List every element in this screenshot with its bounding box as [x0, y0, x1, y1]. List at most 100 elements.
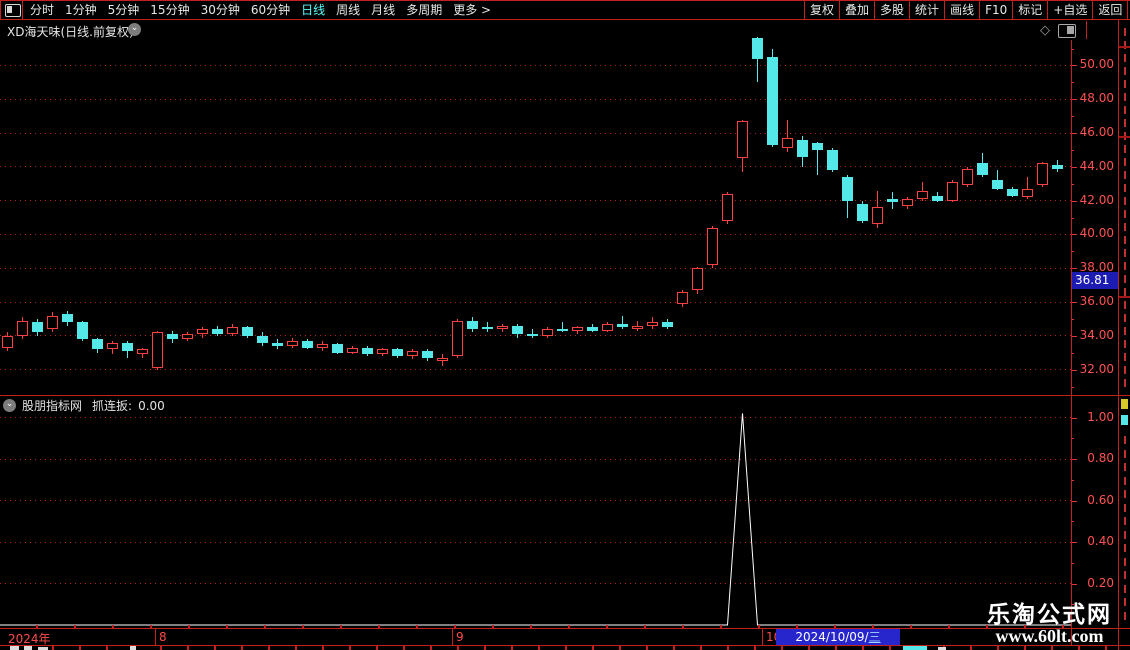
- candle-body: [182, 334, 193, 340]
- side-panel-icon[interactable]: [1058, 24, 1076, 38]
- candle-wick: [817, 141, 818, 176]
- timeline-tick-strip: [0, 625, 1071, 628]
- candle-body: [317, 344, 328, 348]
- indicator-spike-line: [0, 413, 1071, 626]
- action-button-标记[interactable]: 标记: [1012, 1, 1047, 19]
- right-strip-cyan-glyph: [1121, 415, 1128, 425]
- period-tab-30分钟[interactable]: 30分钟: [200, 3, 240, 17]
- right-strip-glyph: [1124, 584, 1126, 593]
- period-tab-5分钟[interactable]: 5分钟: [107, 3, 140, 17]
- price-label-38.00: 38.00: [1079, 260, 1114, 275]
- candle-body: [1037, 163, 1048, 186]
- action-button-F10[interactable]: F10: [979, 1, 1012, 19]
- candle-body: [377, 349, 388, 355]
- candle-body: [47, 315, 58, 330]
- period-tab-周线[interactable]: 周线: [336, 3, 361, 17]
- candle-body: [242, 327, 253, 336]
- ind-tick-major: [1071, 542, 1077, 543]
- candle-body: [452, 320, 463, 357]
- action-button-叠加[interactable]: 叠加: [839, 1, 874, 19]
- candle-body: [212, 329, 223, 335]
- candle-wick: [562, 322, 563, 333]
- price-label-48.00: 48.00: [1079, 91, 1114, 106]
- gridline-38: [0, 268, 1071, 269]
- candle-body: [737, 121, 748, 159]
- right-strip-glyph: [1124, 145, 1126, 153]
- right-strip-glyph: [1124, 28, 1126, 36]
- candle-body: [752, 38, 763, 59]
- candle-wick: [1027, 176, 1028, 199]
- period-tab-60分钟[interactable]: 60分钟: [250, 3, 291, 17]
- layout-icon-wrap[interactable]: [0, 1, 23, 19]
- indicator-header: ⌄ 股朋指标网 抓连扳: 0.00: [3, 398, 165, 413]
- gridline-40: [0, 234, 1071, 235]
- candle-body: [167, 334, 178, 340]
- timeline-top-line: [0, 628, 1130, 629]
- gridline-44: [0, 166, 1071, 167]
- action-button-复权[interactable]: 复权: [804, 1, 839, 19]
- candle-body: [917, 190, 928, 199]
- candle-body: [422, 351, 433, 358]
- period-tab-多周期[interactable]: 多周期: [406, 3, 443, 17]
- candle-body: [1007, 188, 1018, 196]
- right-strip-glyph: [1124, 54, 1126, 62]
- price-label-40.00: 40.00: [1079, 226, 1114, 241]
- period-tab-日线[interactable]: 日线: [301, 3, 326, 17]
- action-button-+自选[interactable]: +自选: [1047, 1, 1092, 19]
- gridline-50: [0, 65, 1071, 66]
- right-strip-glyph: [1124, 557, 1126, 566]
- gridline-36: [0, 302, 1071, 303]
- candle-body: [842, 176, 853, 201]
- gridline-46: [0, 133, 1071, 134]
- action-button-返回[interactable]: 返回: [1092, 1, 1129, 19]
- ind-tick-minor: [1071, 479, 1074, 481]
- right-strip-glyph: [1124, 236, 1126, 244]
- ind-tick-major: [1071, 500, 1077, 502]
- candle-wick: [757, 36, 758, 83]
- period-tab-月线[interactable]: 月线: [371, 3, 396, 17]
- candle-body: [662, 322, 673, 328]
- gridline-48: [0, 99, 1071, 100]
- clipped-cyan-fragment: [903, 646, 927, 650]
- price-tick-major: [1071, 65, 1077, 67]
- watermark-title: 乐淘公式网: [987, 602, 1112, 628]
- price-tick-minor: [1071, 183, 1074, 185]
- clipped-text-fragment: [130, 646, 136, 650]
- candle-body: [887, 198, 898, 203]
- right-strip-glyph: [1124, 223, 1126, 231]
- action-button-多股[interactable]: 多股: [874, 1, 909, 19]
- candle-body: [947, 182, 958, 201]
- candle-body: [647, 322, 658, 326]
- right-strip-glyph: [1124, 449, 1126, 458]
- chevron-down-icon[interactable]: ⌄: [128, 23, 141, 36]
- ind-label-1.00: 1.00: [1087, 409, 1114, 424]
- right-strip-glyph: [1124, 210, 1126, 218]
- candle-body: [797, 139, 808, 157]
- price-tick-minor: [1071, 217, 1074, 219]
- candle-wick: [532, 329, 533, 338]
- clipped-text-fragment: [24, 646, 32, 650]
- price-label-44.00: 44.00: [1079, 158, 1114, 173]
- price-tick-major: [1071, 99, 1077, 101]
- right-strip-border: [1118, 20, 1119, 650]
- right-strip-glyph: [1124, 436, 1126, 444]
- right-strip-glyph: [1124, 611, 1126, 620]
- right-strip-glyph: [1124, 301, 1126, 309]
- action-button-画线[interactable]: 画线: [944, 1, 979, 19]
- period-tab-更多 >[interactable]: 更多 >: [453, 3, 492, 17]
- candle-body: [932, 195, 943, 201]
- collapse-chevron-icon[interactable]: ⌄: [3, 399, 16, 412]
- period-tab-分时[interactable]: 分时: [30, 3, 55, 17]
- period-tab-1分钟[interactable]: 1分钟: [65, 3, 97, 17]
- ind-label-0.40: 0.40: [1087, 534, 1114, 548]
- period-tab-15分钟[interactable]: 15分钟: [150, 3, 190, 17]
- action-button-统计[interactable]: 统计: [909, 1, 944, 19]
- price-tick-minor: [1071, 48, 1074, 50]
- clipped-text-fragment: [10, 646, 19, 650]
- candle-body: [227, 327, 238, 335]
- price-tick-major: [1071, 302, 1077, 304]
- candle-body: [707, 227, 718, 265]
- candle-body: [692, 268, 703, 291]
- diamond-icon[interactable]: ◇: [1040, 23, 1050, 38]
- candle-body: [992, 180, 1003, 189]
